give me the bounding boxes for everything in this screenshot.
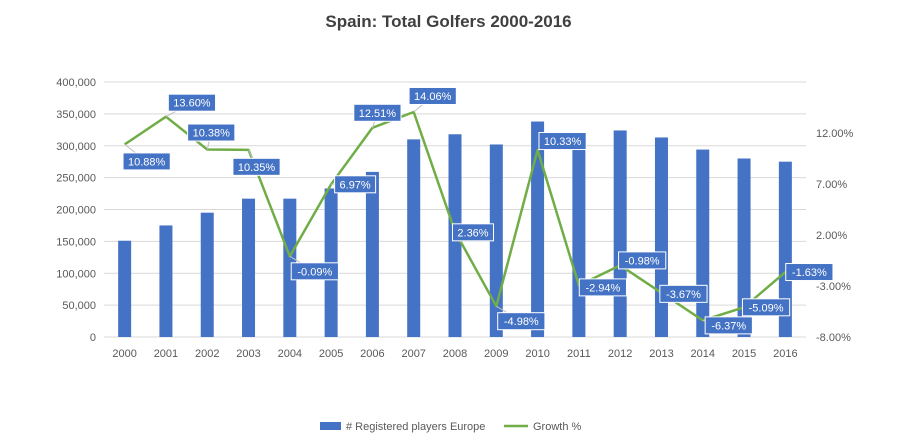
x-tick-label: 2007 [401, 348, 425, 360]
data-label: 10.88% [128, 156, 166, 168]
data-label-box [538, 132, 587, 151]
x-tick-label: 2010 [525, 348, 549, 360]
bar [572, 143, 586, 337]
data-label-box [290, 262, 339, 281]
x-tick-label: 2008 [443, 348, 467, 360]
legend-label-bar: # Registered players Europe [346, 421, 485, 433]
bar [159, 225, 173, 337]
data-label-box [785, 263, 834, 282]
x-tick-label: 2011 [567, 348, 591, 360]
y-left-tick-label: 250,000 [56, 173, 96, 185]
y-right-tick-label: -8.00% [816, 332, 851, 344]
data-label-box [187, 123, 236, 142]
y-right-tick-label: -3.00% [816, 281, 851, 293]
y-right-tick-label: 7.00% [816, 179, 847, 191]
x-tick-label: 2009 [484, 348, 508, 360]
data-label: 2.36% [457, 227, 488, 239]
data-label: -1.63% [792, 267, 827, 279]
data-label: 12.51% [359, 108, 397, 120]
y-right-tick-label: 12.00% [816, 128, 854, 140]
y-left-tick-label: 150,000 [56, 236, 96, 248]
legend-label-line: Growth % [533, 421, 582, 433]
data-label-box [704, 316, 753, 335]
x-tick-label: 2015 [732, 348, 756, 360]
data-label: 6.97% [340, 179, 371, 191]
bar [489, 144, 503, 337]
data-label-box [408, 86, 457, 105]
x-tick-label: 2000 [112, 348, 136, 360]
data-label-box [659, 284, 708, 303]
data-label-box [741, 298, 791, 317]
y-left-tick-label: 50,000 [62, 300, 96, 312]
bar [531, 121, 545, 338]
chart-title: Spain: Total Golfers 2000-2016 [325, 12, 572, 31]
data-label: -4.98% [504, 316, 539, 328]
x-tick-label: 2016 [773, 348, 797, 360]
data-label-box [578, 278, 627, 297]
data-label-box [497, 312, 546, 331]
bar [407, 139, 421, 337]
x-tick-label: 2006 [360, 348, 384, 360]
data-label-box [353, 103, 402, 122]
data-label-box [334, 175, 377, 194]
bar [737, 158, 751, 337]
y-left-tick-label: 0 [90, 332, 96, 344]
x-tick-label: 2002 [195, 348, 219, 360]
y-right-tick-label: 2.00% [816, 230, 847, 242]
data-label: -5.09% [749, 302, 784, 314]
x-tick-label: 2014 [691, 348, 715, 360]
data-label-box [167, 93, 217, 112]
data-label: -2.94% [585, 282, 620, 294]
x-tick-label: 2005 [319, 348, 343, 360]
legend-swatch-bar [320, 422, 341, 430]
y-left-tick-label: 400,000 [56, 77, 96, 89]
data-label-box [122, 152, 171, 171]
bar [778, 161, 792, 337]
bar [613, 130, 627, 337]
bar [118, 240, 132, 337]
data-label: -0.98% [625, 255, 660, 267]
bar [654, 137, 668, 337]
bar [283, 198, 297, 337]
data-label: -6.37% [711, 320, 746, 332]
data-label: 10.35% [238, 162, 276, 174]
y-left-tick-label: 350,000 [56, 109, 96, 121]
data-label: -0.09% [297, 266, 332, 278]
data-label-box [452, 223, 494, 242]
x-tick-label: 2003 [236, 348, 260, 360]
x-tick-label: 2004 [278, 348, 302, 360]
bar [365, 171, 379, 337]
data-label: 14.06% [414, 91, 452, 103]
data-label-box [618, 251, 667, 270]
bar [696, 149, 710, 337]
x-tick-label: 2001 [154, 348, 178, 360]
y-left-tick-label: 300,000 [56, 141, 96, 153]
data-label: 10.33% [544, 136, 582, 148]
data-label: -3.67% [666, 289, 701, 301]
x-tick-label: 2012 [608, 348, 632, 360]
bar [242, 198, 256, 337]
bar [200, 212, 214, 337]
y-left-tick-label: 100,000 [56, 268, 96, 280]
data-label: 13.60% [173, 98, 211, 110]
data-label-box [232, 157, 281, 176]
x-tick-label: 2013 [649, 348, 673, 360]
data-label: 10.38% [193, 128, 231, 140]
y-left-tick-label: 200,000 [56, 205, 96, 217]
